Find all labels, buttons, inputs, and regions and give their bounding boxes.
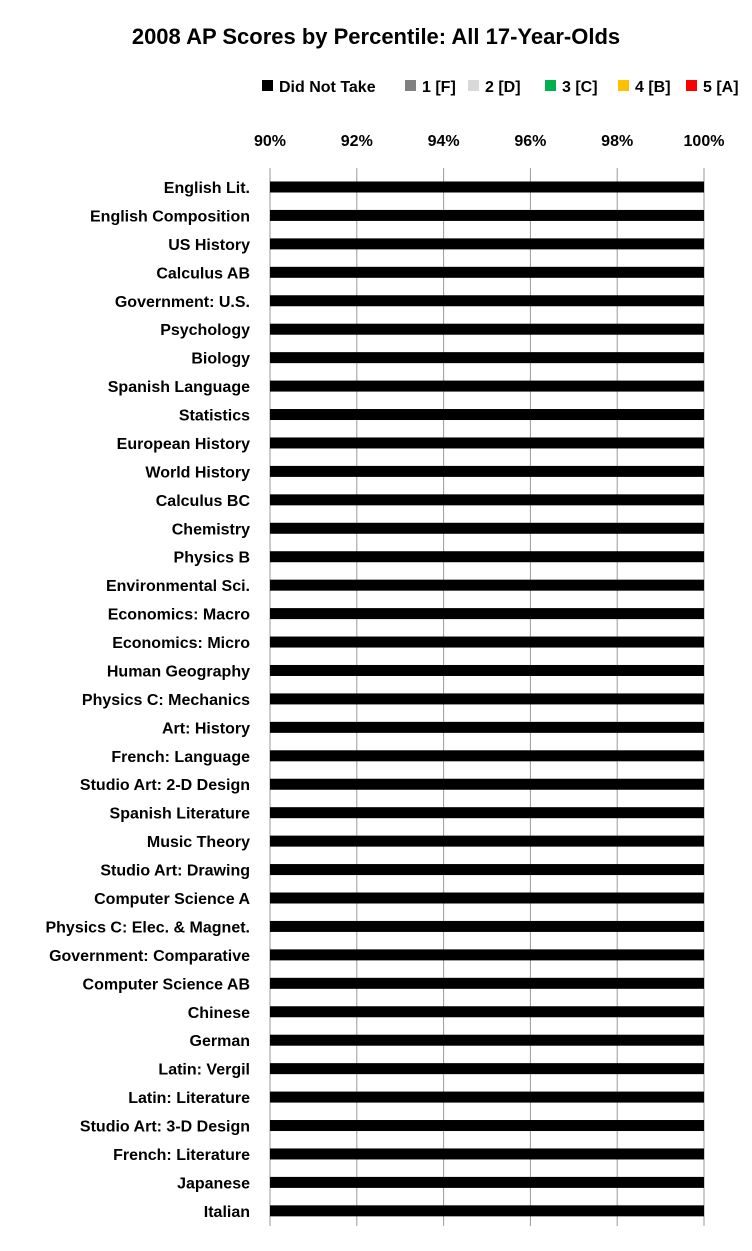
bar-segment-16-0 bbox=[270, 636, 704, 648]
legend-label-1: 1 [F] bbox=[422, 79, 456, 96]
category-label-16: Economics: Micro bbox=[112, 635, 250, 652]
category-label-1: English Composition bbox=[90, 208, 250, 225]
category-label-31: Latin: Vergil bbox=[158, 1062, 250, 1079]
bar-segment-27-0 bbox=[270, 949, 704, 961]
chart-title: 2008 AP Scores by Percentile: All 17-Yea… bbox=[132, 24, 620, 49]
category-label-18: Physics C: Mechanics bbox=[82, 692, 250, 709]
category-label-28: Computer Science AB bbox=[83, 976, 250, 993]
bar-segment-13-0 bbox=[270, 551, 704, 563]
bar-segment-26-0 bbox=[270, 920, 704, 932]
bar-segment-15-0 bbox=[270, 608, 704, 620]
category-label-6: Biology bbox=[191, 351, 250, 368]
bar-segment-21-0 bbox=[270, 778, 704, 790]
x-tick-label-2: 94% bbox=[428, 133, 460, 150]
bar-segment-12-0 bbox=[270, 522, 704, 534]
category-label-33: Studio Art: 3-D Design bbox=[80, 1119, 250, 1136]
category-label-9: European History bbox=[117, 436, 250, 453]
bars bbox=[270, 181, 704, 1217]
bar-segment-10-0 bbox=[270, 465, 704, 477]
bar-segment-18-0 bbox=[270, 693, 704, 705]
category-label-5: Psychology bbox=[160, 322, 250, 339]
legend-swatch-1 bbox=[405, 80, 416, 91]
bar-segment-34-0 bbox=[270, 1148, 704, 1160]
bar-segment-0-0 bbox=[270, 181, 704, 193]
bar-segment-1-0 bbox=[270, 209, 704, 221]
legend-swatch-3 bbox=[545, 80, 556, 91]
legend-label-0: Did Not Take bbox=[279, 79, 376, 96]
category-label-17: Human Geography bbox=[107, 663, 250, 680]
bar-segment-4-0 bbox=[270, 295, 704, 307]
legend-swatch-0 bbox=[262, 80, 273, 91]
bar-segment-28-0 bbox=[270, 977, 704, 989]
x-tick-label-4: 98% bbox=[601, 133, 633, 150]
bar-segment-8-0 bbox=[270, 409, 704, 421]
legend-label-3: 3 [C] bbox=[562, 79, 598, 96]
category-label-24: Studio Art: Drawing bbox=[100, 863, 250, 880]
category-label-36: Italian bbox=[204, 1204, 250, 1221]
legend-swatch-5 bbox=[686, 80, 697, 91]
category-label-34: French: Literature bbox=[113, 1147, 250, 1164]
category-label-12: Chemistry bbox=[172, 521, 250, 538]
bar-segment-2-0 bbox=[270, 238, 704, 250]
bar-segment-29-0 bbox=[270, 1006, 704, 1018]
category-label-4: Government: U.S. bbox=[115, 294, 250, 311]
bar-segment-36-0 bbox=[270, 1205, 704, 1217]
x-tick-label-5: 100% bbox=[684, 133, 725, 150]
category-label-22: Spanish Literature bbox=[110, 806, 251, 823]
bar-segment-30-0 bbox=[270, 1034, 704, 1046]
category-label-10: World History bbox=[145, 464, 250, 481]
category-label-7: Spanish Language bbox=[108, 379, 250, 396]
category-label-21: Studio Art: 2-D Design bbox=[80, 777, 250, 794]
category-label-2: US History bbox=[168, 237, 250, 254]
category-label-32: Latin: Literature bbox=[128, 1090, 250, 1107]
category-label-19: Art: History bbox=[162, 720, 250, 737]
category-label-0: English Lit. bbox=[164, 180, 250, 197]
category-label-30: German bbox=[190, 1033, 250, 1050]
bar-segment-24-0 bbox=[270, 864, 704, 876]
category-label-25: Computer Science A bbox=[94, 891, 250, 908]
category-label-27: Government: Comparative bbox=[49, 948, 250, 965]
category-label-15: Economics: Macro bbox=[108, 607, 250, 624]
category-label-13: Physics B bbox=[174, 550, 250, 567]
bar-segment-9-0 bbox=[270, 437, 704, 449]
category-label-3: Calculus AB bbox=[156, 265, 250, 282]
x-tick-label-3: 96% bbox=[514, 133, 546, 150]
bar-segment-19-0 bbox=[270, 721, 704, 733]
bar-segment-33-0 bbox=[270, 1120, 704, 1132]
category-label-26: Physics C: Elec. & Magnet. bbox=[45, 919, 250, 936]
bar-segment-32-0 bbox=[270, 1091, 704, 1103]
bar-segment-22-0 bbox=[270, 807, 704, 819]
category-label-14: Environmental Sci. bbox=[106, 578, 250, 595]
x-tick-label-1: 92% bbox=[341, 133, 373, 150]
bar-segment-7-0 bbox=[270, 380, 704, 392]
bar-segment-5-0 bbox=[270, 323, 704, 335]
category-label-29: Chinese bbox=[188, 1005, 250, 1022]
bar-segment-23-0 bbox=[270, 835, 704, 847]
bar-segment-20-0 bbox=[270, 750, 704, 762]
category-label-20: French: Language bbox=[111, 749, 250, 766]
bar-segment-6-0 bbox=[270, 352, 704, 364]
bar-segment-11-0 bbox=[270, 494, 704, 506]
category-label-23: Music Theory bbox=[147, 834, 250, 851]
legend-label-5: 5 [A] bbox=[703, 79, 739, 96]
category-label-35: Japanese bbox=[177, 1175, 250, 1192]
legend-swatch-4 bbox=[618, 80, 629, 91]
bar-segment-35-0 bbox=[270, 1176, 704, 1188]
category-label-11: Calculus BC bbox=[156, 493, 251, 510]
legend-swatch-2 bbox=[468, 80, 479, 91]
bar-segment-25-0 bbox=[270, 892, 704, 904]
category-labels: English Lit. English Composition US Histor… bbox=[45, 180, 250, 1221]
legend-label-2: 2 [D] bbox=[485, 79, 521, 96]
bar-segment-31-0 bbox=[270, 1063, 704, 1075]
bar-segment-14-0 bbox=[270, 579, 704, 591]
legend-label-4: 4 [B] bbox=[635, 79, 671, 96]
category-label-8: Statistics bbox=[179, 408, 250, 425]
bar-segment-3-0 bbox=[270, 266, 704, 278]
x-axis-ticks: 90% 92% 94% 96% 98% 100% bbox=[254, 133, 724, 150]
bar-segment-17-0 bbox=[270, 664, 704, 676]
legend: Did Not Take 1 [F] 2 [D] 3 [C] 4 [B] 5 [A] bbox=[262, 79, 739, 96]
x-tick-label-0: 90% bbox=[254, 133, 286, 150]
